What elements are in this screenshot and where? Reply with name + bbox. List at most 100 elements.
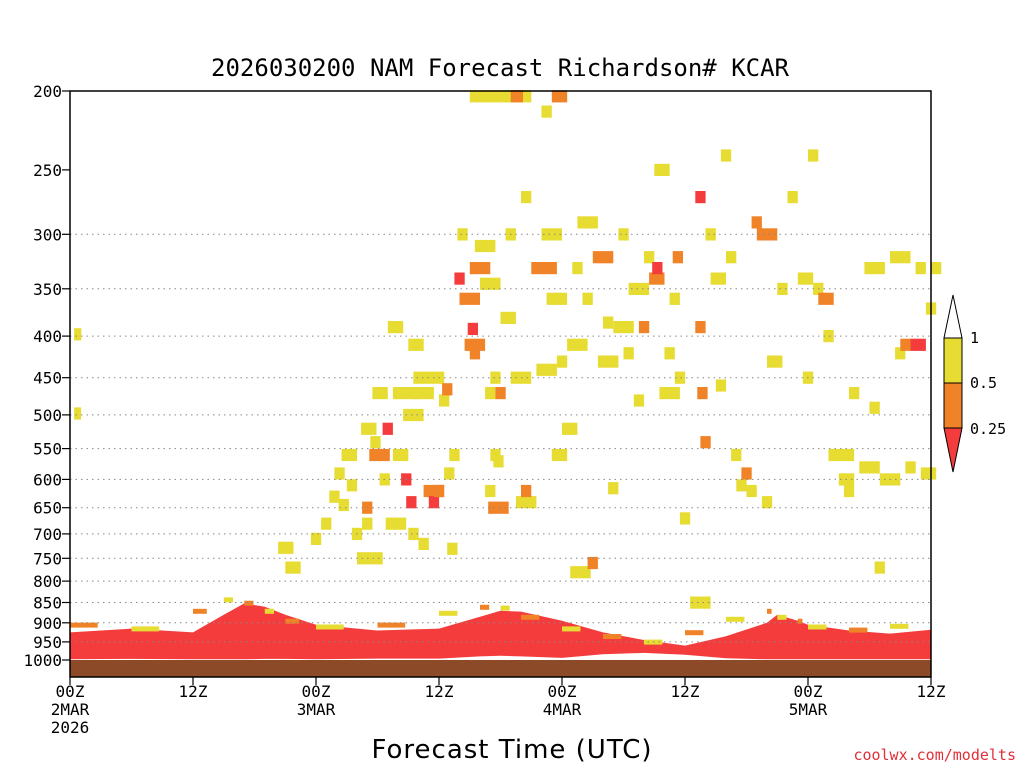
layer-fringe-11 bbox=[480, 604, 490, 610]
ri-cell-137 bbox=[915, 262, 926, 275]
y-tick-label-1000: 1000 bbox=[23, 651, 62, 670]
layer-fringe-5 bbox=[244, 600, 254, 606]
ri-cell-68 bbox=[551, 448, 568, 462]
ri-cell-33 bbox=[418, 537, 429, 550]
ri-cells bbox=[74, 90, 942, 609]
y-tick-label-600: 600 bbox=[33, 470, 62, 489]
ri-cell-32 bbox=[413, 387, 434, 400]
y-tick-label-550: 550 bbox=[33, 440, 62, 459]
ri-cell-52 bbox=[485, 387, 496, 400]
ri-cell-3 bbox=[285, 561, 301, 574]
y-tick-label-250: 250 bbox=[33, 161, 62, 180]
ri-cell-75 bbox=[582, 292, 593, 305]
x-tick-label-2-0: 00Z bbox=[302, 682, 331, 701]
ri-cell-12 bbox=[357, 552, 373, 565]
ri-cell-106 bbox=[726, 251, 737, 264]
ri-cell-128 bbox=[864, 262, 885, 275]
ri-cell-82 bbox=[618, 228, 629, 241]
colorbar-arrow-top bbox=[943, 294, 963, 339]
ri-cell-132 bbox=[890, 251, 911, 264]
ri-cell-46 bbox=[467, 322, 478, 335]
ri-cell-1 bbox=[74, 407, 82, 420]
ri-cell-9 bbox=[341, 448, 357, 462]
ri-cell-116 bbox=[787, 191, 798, 204]
x-axis-label: Forecast Time (UTC) bbox=[371, 735, 652, 765]
ri-cell-136 bbox=[910, 338, 926, 351]
ri-cell-24 bbox=[392, 387, 419, 400]
ri-cell-113 bbox=[761, 496, 773, 509]
ri-cell-40 bbox=[447, 542, 458, 555]
layer-fringe-12 bbox=[500, 605, 510, 611]
ri-cell-85 bbox=[633, 394, 645, 407]
y-tick-label-800: 800 bbox=[33, 572, 62, 591]
ri-cell-114 bbox=[767, 355, 783, 368]
ri-cell-108 bbox=[736, 479, 747, 492]
ri-cell-93 bbox=[669, 292, 680, 305]
ri-cell-0 bbox=[74, 328, 82, 341]
ri-cell-122 bbox=[823, 330, 834, 343]
ri-cell-121 bbox=[818, 292, 834, 305]
ri-cell-43 bbox=[457, 228, 468, 241]
ri-cell-86 bbox=[638, 321, 650, 334]
colorbar-orange bbox=[943, 382, 963, 429]
ri-cell-15 bbox=[362, 517, 373, 530]
ri-cell-140 bbox=[931, 262, 942, 275]
ri-cell-73 bbox=[572, 262, 583, 275]
ri-cell-38 bbox=[442, 383, 453, 396]
ri-cell-138 bbox=[920, 467, 937, 480]
ri-cell-102 bbox=[705, 228, 716, 241]
ri-cell-115 bbox=[777, 282, 788, 295]
colorbar-label-0-25: 0.25 bbox=[970, 420, 1006, 438]
layer-fringe-13 bbox=[521, 614, 540, 620]
ri-cell-36 bbox=[433, 484, 445, 498]
ri-cell-16 bbox=[369, 448, 390, 462]
x-tick-label-5-0: 12Z bbox=[671, 682, 700, 701]
x-tick-label-4-1: 4MAR bbox=[543, 700, 582, 719]
ri-cell-129 bbox=[869, 401, 880, 414]
pressure-gridlines bbox=[70, 233, 931, 643]
y-tick-label-750: 750 bbox=[33, 549, 62, 568]
ri-cell-87 bbox=[644, 251, 655, 264]
x-tick-label-4-0: 00Z bbox=[548, 682, 577, 701]
ri-cell-28 bbox=[406, 496, 417, 509]
y-tick-label-350: 350 bbox=[33, 280, 62, 299]
y-tick-label-900: 900 bbox=[33, 614, 62, 633]
ri-cell-105 bbox=[720, 149, 732, 162]
ri-cell-7 bbox=[334, 467, 345, 480]
x-tick-label-0-0: 00Z bbox=[56, 682, 85, 701]
layer-fringe-1 bbox=[70, 622, 98, 628]
ri-cell-142 bbox=[510, 90, 523, 103]
ri-cell-144 bbox=[541, 105, 552, 118]
ri-cell-50 bbox=[480, 277, 501, 290]
layer-fringe-6 bbox=[264, 608, 274, 614]
low-ri-layer bbox=[70, 597, 931, 660]
ri-cell-109 bbox=[741, 467, 752, 480]
y-tick-label-950: 950 bbox=[33, 633, 62, 652]
ri-cell-125 bbox=[843, 484, 855, 498]
layer-fringe-8 bbox=[316, 624, 344, 630]
ri-cell-29 bbox=[408, 527, 419, 540]
ri-cell-60 bbox=[510, 371, 532, 384]
ri-cell-13 bbox=[361, 422, 377, 435]
layer-fringe-3 bbox=[193, 608, 207, 614]
colorbar-label-1: 1 bbox=[970, 329, 979, 347]
ri-cell-78 bbox=[597, 355, 619, 368]
ri-cell-123 bbox=[828, 448, 855, 462]
layer-fringe-21 bbox=[797, 618, 803, 624]
ri-cell-69 bbox=[556, 355, 568, 368]
ri-cell-134 bbox=[900, 338, 911, 351]
ri-cell-5 bbox=[321, 517, 332, 530]
ri-cell-99 bbox=[695, 191, 706, 204]
ri-cell-103 bbox=[710, 272, 726, 285]
ri-cell-84 bbox=[628, 282, 650, 295]
ri-cell-88 bbox=[649, 272, 665, 285]
low-ri-layer-shape bbox=[70, 603, 931, 660]
ri-cell-90 bbox=[654, 163, 670, 176]
layer-fringe-17 bbox=[685, 630, 704, 636]
layer-fringe-19 bbox=[767, 608, 772, 614]
ri-cell-112 bbox=[756, 228, 778, 241]
ri-cell-48 bbox=[469, 262, 491, 275]
ri-cell-17 bbox=[372, 387, 388, 400]
